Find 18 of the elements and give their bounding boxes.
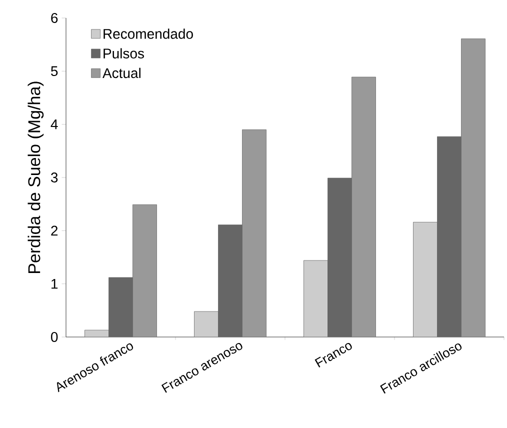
legend-label: Pulsos: [104, 48, 144, 58]
bar: [304, 260, 328, 337]
legend-label: Actual: [102, 68, 140, 78]
y-axis-title: Perdida de Suelo (Mg/ha): [28, 82, 44, 273]
bar: [413, 222, 438, 337]
y-tick-label: 6: [51, 13, 58, 23]
bar: [194, 311, 218, 337]
y-tick-label: 3: [50, 172, 58, 182]
bar: [352, 76, 376, 337]
bar: [132, 204, 157, 337]
y-tick-label: 1: [52, 279, 58, 289]
y-tick-label: 5: [51, 66, 58, 76]
y-tick-label: 2: [51, 226, 58, 236]
bar: [461, 38, 486, 337]
y-tick-label: 4: [50, 120, 58, 130]
y-tick-label: 0: [50, 332, 58, 342]
legend-label: Recomendado: [104, 28, 193, 39]
bar: [242, 129, 266, 337]
